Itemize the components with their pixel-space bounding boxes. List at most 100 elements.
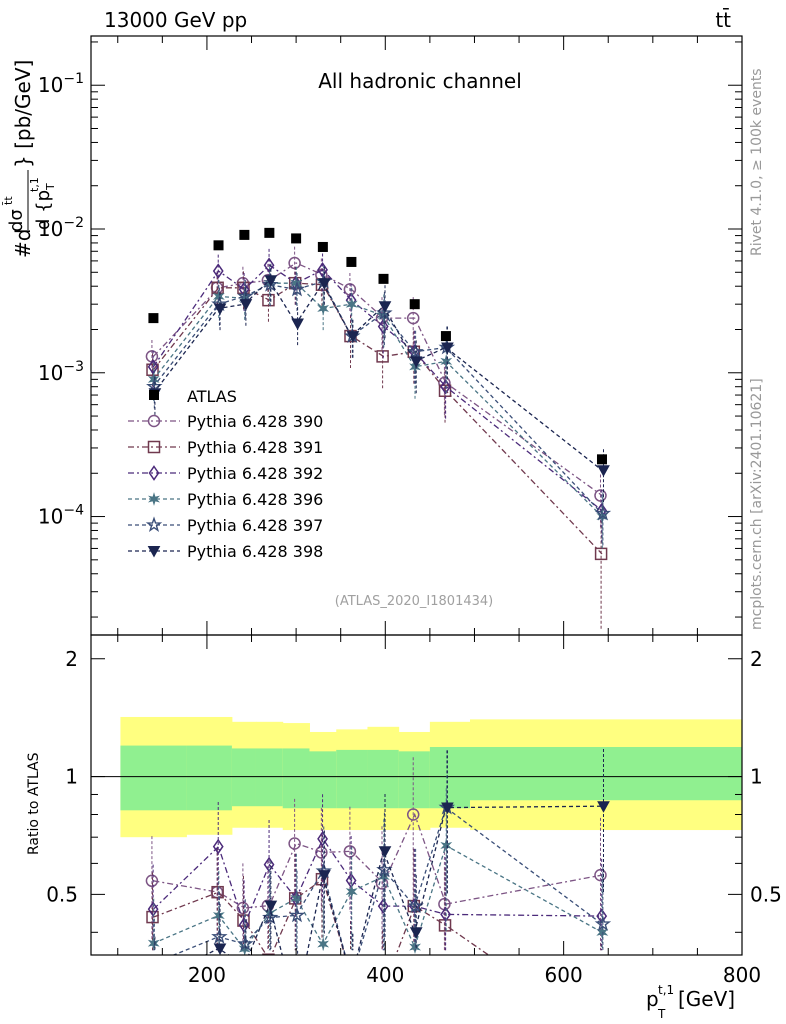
series-point [262, 276, 279, 292]
legend-label-atlas: ATLAS [187, 387, 237, 406]
svg-text:#d: #d [11, 229, 35, 258]
legend-marker [147, 546, 161, 558]
series-point [441, 342, 454, 354]
ratio-band-inner [336, 749, 368, 809]
chart-title: All hadronic channel [318, 69, 522, 93]
ratio-band-inner [470, 747, 742, 801]
series-point [376, 304, 393, 321]
ratio-y-tick-label: 0.5 [46, 882, 78, 906]
svg-text:[GeV]: [GeV] [678, 987, 735, 1011]
series-line [152, 262, 603, 497]
series-point [594, 504, 612, 521]
series-line [152, 264, 603, 512]
atlas-data-point [596, 454, 607, 465]
x-tick-label: 600 [545, 963, 583, 987]
axis-ticks: 200 400 600 800 10−4 10−3 10−2 10−1 0.5 0.5 1 1 2 2 [38, 36, 782, 987]
series-point [262, 293, 275, 307]
series-point [376, 350, 389, 363]
ratio-point [594, 915, 612, 932]
ratio-point [236, 901, 250, 915]
ratio-point [262, 953, 275, 955]
ratio-point [406, 808, 420, 821]
atlas-data-point [148, 313, 159, 324]
ratio-point [346, 972, 358, 984]
header-right-label: tt̄ [715, 7, 731, 32]
ratio-point [318, 870, 331, 882]
series-point [594, 489, 607, 502]
svg-text:t̄t: t̄t [2, 196, 15, 206]
ratio-point [147, 901, 159, 917]
ratio-point [409, 940, 421, 954]
ratio-band-inner [429, 747, 471, 809]
legend-label: Pythia 6.428 397 [187, 516, 323, 535]
svg-text:dσ: dσ [6, 209, 27, 232]
series-point [377, 318, 389, 335]
series-point [440, 354, 453, 369]
ratio-point [409, 927, 423, 939]
ratio-point [292, 1004, 303, 1014]
ratio-point [213, 943, 227, 955]
ratio-band-inner [282, 748, 310, 809]
ratio-point [146, 910, 159, 924]
atlas-data-point [239, 229, 250, 240]
ratio-band-inner [367, 749, 400, 809]
ratio-point [378, 846, 392, 858]
ratio-y-tick-label-right: 0.5 [750, 882, 782, 906]
series-point [345, 297, 358, 312]
series-point [378, 301, 392, 313]
atlas-data-point [346, 256, 357, 267]
series-point [239, 299, 253, 311]
rivet-label: Rivet 4.1.0, ≥ 100k events [749, 68, 765, 256]
ratio-series-line [204, 805, 603, 955]
x-tick-label: 200 [188, 963, 226, 987]
series-point [406, 311, 420, 325]
ratio-point [237, 935, 254, 951]
ratio-band-inner [398, 751, 431, 809]
ratio-y-tick-label: 1 [65, 765, 78, 789]
series-point [213, 303, 227, 316]
series-point [147, 359, 159, 375]
ratio-point [290, 891, 303, 906]
legend-marker [148, 465, 160, 481]
ratio-point [288, 837, 301, 850]
ratio-y-tick-label-right: 2 [750, 647, 763, 671]
atlas-data-point [440, 331, 451, 342]
ratio-point [597, 801, 610, 813]
ratio-band-inner [231, 748, 257, 807]
ratio-panel-frame [90, 634, 743, 956]
svg-text:d {p: d {p [33, 190, 54, 230]
series-point [288, 280, 306, 297]
series-point [288, 256, 301, 270]
series-point [237, 287, 254, 304]
x-tick-label: 800 [723, 963, 761, 987]
series-point [318, 278, 331, 290]
atlas-data-point [378, 273, 389, 284]
svg-text:t,1: t,1 [28, 177, 41, 192]
ratio-point [440, 838, 453, 853]
legend-label: Pythia 6.428 398 [187, 542, 323, 561]
ratio-point [240, 961, 251, 971]
series-point [212, 263, 224, 279]
main-y-tick-label: 10−3 [38, 359, 84, 385]
ratio-series-line [153, 812, 603, 909]
svg-text:T: T [657, 1007, 666, 1021]
legend-marker-atlas [149, 390, 159, 400]
main-y-tick-label: 10−1 [38, 71, 84, 97]
ratio-point [149, 977, 160, 987]
ratio-series-line [152, 837, 603, 927]
series-point [597, 465, 610, 477]
atlas-data-point [317, 241, 328, 252]
series-point [346, 331, 360, 343]
series-point [264, 275, 278, 287]
ratio-point [317, 937, 330, 951]
ratio-point [345, 884, 358, 899]
ratio-point [211, 928, 228, 944]
svg-text:T: T [44, 183, 57, 191]
ratio-band-inner [255, 748, 284, 807]
ratio-band-inner [120, 745, 187, 811]
svg-text:p: p [646, 987, 659, 1011]
ratio-point [238, 917, 250, 933]
legend-marker [147, 414, 161, 428]
atlas-data-point [213, 240, 224, 251]
